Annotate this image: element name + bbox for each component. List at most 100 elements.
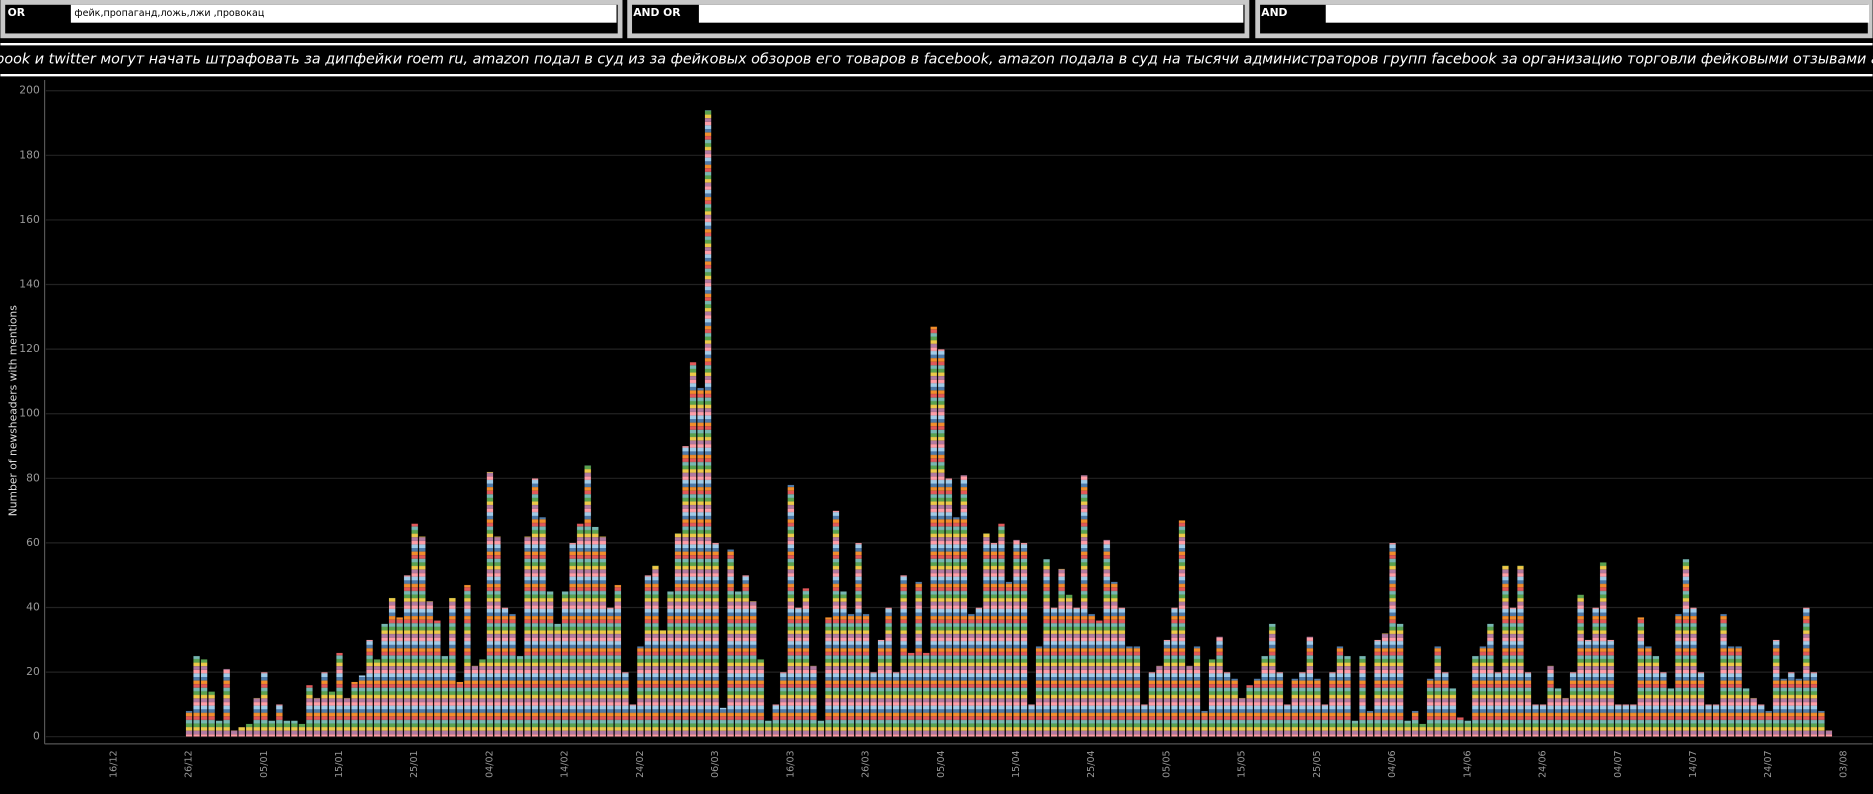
- bar: [937, 348, 945, 737]
- bar: [945, 478, 953, 737]
- bar: [1103, 539, 1111, 737]
- bar: [1516, 565, 1525, 737]
- bar: [591, 526, 599, 737]
- y-tick-label: 20: [26, 665, 40, 678]
- x-tick-label: 26/12: [184, 750, 195, 778]
- bar: [1178, 520, 1186, 737]
- filter-input[interactable]: [698, 4, 1244, 23]
- bar: [1419, 723, 1427, 737]
- bar: [1554, 688, 1562, 737]
- bar: [1343, 655, 1351, 737]
- bar: [351, 681, 359, 737]
- bar: [245, 723, 253, 737]
- bar: [1313, 678, 1321, 737]
- bar: [328, 691, 336, 737]
- bar: [1697, 671, 1705, 737]
- bar: [433, 620, 441, 737]
- bar: [734, 591, 742, 737]
- bar: [1599, 562, 1607, 737]
- x-tick-label: 15/05: [1237, 750, 1248, 778]
- bar: [930, 326, 938, 737]
- bar: [426, 600, 434, 737]
- bar: [576, 523, 584, 737]
- bar: [238, 726, 246, 737]
- bar: [1411, 710, 1419, 737]
- bar: [1456, 717, 1464, 737]
- bar: [1464, 720, 1472, 737]
- bar: [1622, 704, 1630, 737]
- bar: [1569, 671, 1577, 737]
- bar: [629, 704, 637, 737]
- bar: [1825, 730, 1833, 737]
- bar: [1494, 671, 1502, 737]
- bar: [1261, 655, 1269, 737]
- bar: [193, 655, 201, 737]
- bar: [900, 575, 908, 737]
- bar: [1185, 665, 1194, 737]
- bar: [1035, 646, 1043, 737]
- bar: [1426, 678, 1434, 737]
- bar: [1231, 678, 1239, 737]
- bar: [411, 523, 419, 737]
- bar: [516, 655, 524, 737]
- bar: [922, 652, 930, 737]
- x-tick-label: 16/12: [108, 750, 119, 778]
- bar: [644, 575, 652, 737]
- bar: [855, 542, 863, 737]
- bar: [1524, 671, 1532, 737]
- bar: [1125, 646, 1133, 737]
- bar: [1434, 646, 1442, 737]
- bar: [493, 536, 501, 737]
- bar: [1043, 558, 1051, 737]
- bar: [1787, 671, 1795, 737]
- bar: [1802, 607, 1810, 737]
- bar: [230, 730, 238, 737]
- bar: [824, 617, 832, 737]
- bar: [1780, 678, 1788, 737]
- bar: [990, 542, 998, 737]
- bar: [697, 387, 705, 737]
- bar: [636, 646, 644, 737]
- bar: [463, 584, 471, 737]
- bar: [719, 707, 727, 737]
- bar: [524, 536, 532, 737]
- x-tick-label: 25/01: [409, 750, 420, 778]
- x-tick-label: 03/08: [1838, 750, 1849, 778]
- bar: [223, 668, 231, 737]
- bar: [1614, 704, 1622, 737]
- bar: [892, 671, 900, 737]
- filter-input[interactable]: [1325, 4, 1870, 23]
- bar: [1404, 720, 1412, 737]
- bar: [1449, 688, 1457, 737]
- bar: [1073, 607, 1081, 737]
- bar: [982, 533, 990, 737]
- bar: [1238, 697, 1246, 737]
- bar: [1012, 539, 1021, 737]
- bar: [1028, 704, 1036, 737]
- bar: [674, 533, 682, 737]
- bar: [1095, 620, 1103, 737]
- bar: [606, 607, 614, 737]
- filter-input[interactable]: [70, 4, 617, 23]
- y-tick-label: 120: [19, 342, 40, 355]
- bar: [915, 581, 923, 737]
- bar: [1584, 639, 1592, 737]
- bar: [757, 658, 765, 737]
- bar: [666, 591, 675, 737]
- bar: [1005, 581, 1013, 737]
- bar: [554, 623, 562, 737]
- bar: [1532, 704, 1540, 737]
- bar: [1148, 671, 1156, 737]
- bar: [478, 658, 486, 737]
- headline: alphabet facebook и twitter могут начать…: [0, 52, 1873, 68]
- bar: [1298, 671, 1306, 737]
- bar: [599, 536, 607, 737]
- bar: [1682, 558, 1690, 737]
- x-tick-label: 14/06: [1462, 750, 1473, 778]
- bar: [388, 597, 396, 737]
- y-tick-label: 100: [19, 407, 40, 420]
- bar: [1208, 658, 1216, 737]
- bar: [1607, 639, 1615, 737]
